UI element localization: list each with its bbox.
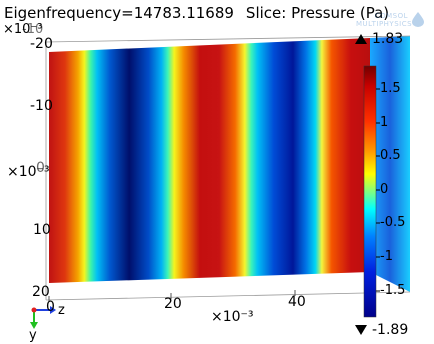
left-axis-tick-label: 20	[32, 284, 50, 300]
plot-bounding-box	[45, 35, 411, 301]
bottom-axis-tick-label: 0	[46, 299, 55, 315]
plot-title: Eigenfrequency=14783.11689 Slice: Pressur…	[4, 4, 389, 22]
colorbar-tick-label: 0	[380, 182, 389, 197]
colorbar-tick-label: 1.5	[380, 81, 401, 96]
colorbar-max-marker-icon	[355, 34, 367, 44]
triad-y-label: y	[29, 328, 37, 343]
colorbar-tick-label: -0.5	[380, 215, 406, 230]
colorbar-tick-marks	[376, 88, 380, 292]
logo-text: COMSOL MULTIPHYSICS	[356, 12, 413, 28]
colorbar-max-label: 1.83	[372, 31, 404, 47]
slice-surface-shade	[49, 38, 370, 283]
left-axis-tick-label: -20	[30, 36, 53, 52]
left-axis-tick-label: 10	[33, 222, 51, 238]
slice-surface	[49, 38, 370, 283]
top-axis-exponent: ×10⁻³	[3, 22, 43, 37]
slice-side-strip	[370, 36, 410, 292]
bottom-axis-tick-label: 40	[288, 294, 306, 310]
colorbar-tick-label: -1.5	[380, 283, 406, 298]
colorbar	[363, 65, 377, 318]
axis-triad-icon	[30, 306, 56, 329]
colorbar-min-marker-icon	[355, 325, 367, 335]
colorbar-tick-label: 1	[380, 115, 389, 130]
triad-z-label: z	[58, 303, 65, 318]
logo-drop-icon	[412, 12, 424, 27]
top-axis-overlap-label: -10	[22, 22, 44, 37]
bottom-axis-ticks	[48, 290, 296, 302]
eigenfrequency-label: Eigenfrequency=14783.11689	[4, 4, 234, 22]
comsol-logo: COMSOL MULTIPHYSICS	[356, 10, 428, 32]
colorbar-tick-label: 0.5	[380, 148, 401, 163]
bottom-axis-exponent: ×10⁻³	[211, 309, 254, 325]
slice-label: Slice: Pressure (Pa)	[245, 4, 390, 22]
colorbar-min-label: -1.89	[372, 322, 409, 338]
bottom-axis-tick-label: 20	[164, 296, 182, 312]
left-axis-tick-label: -10	[30, 98, 53, 114]
left-axis-tick-label: 0	[36, 160, 45, 176]
colorbar-tick-label: -1	[380, 249, 393, 264]
left-axis-exponent: ×10⁻³	[7, 164, 50, 180]
